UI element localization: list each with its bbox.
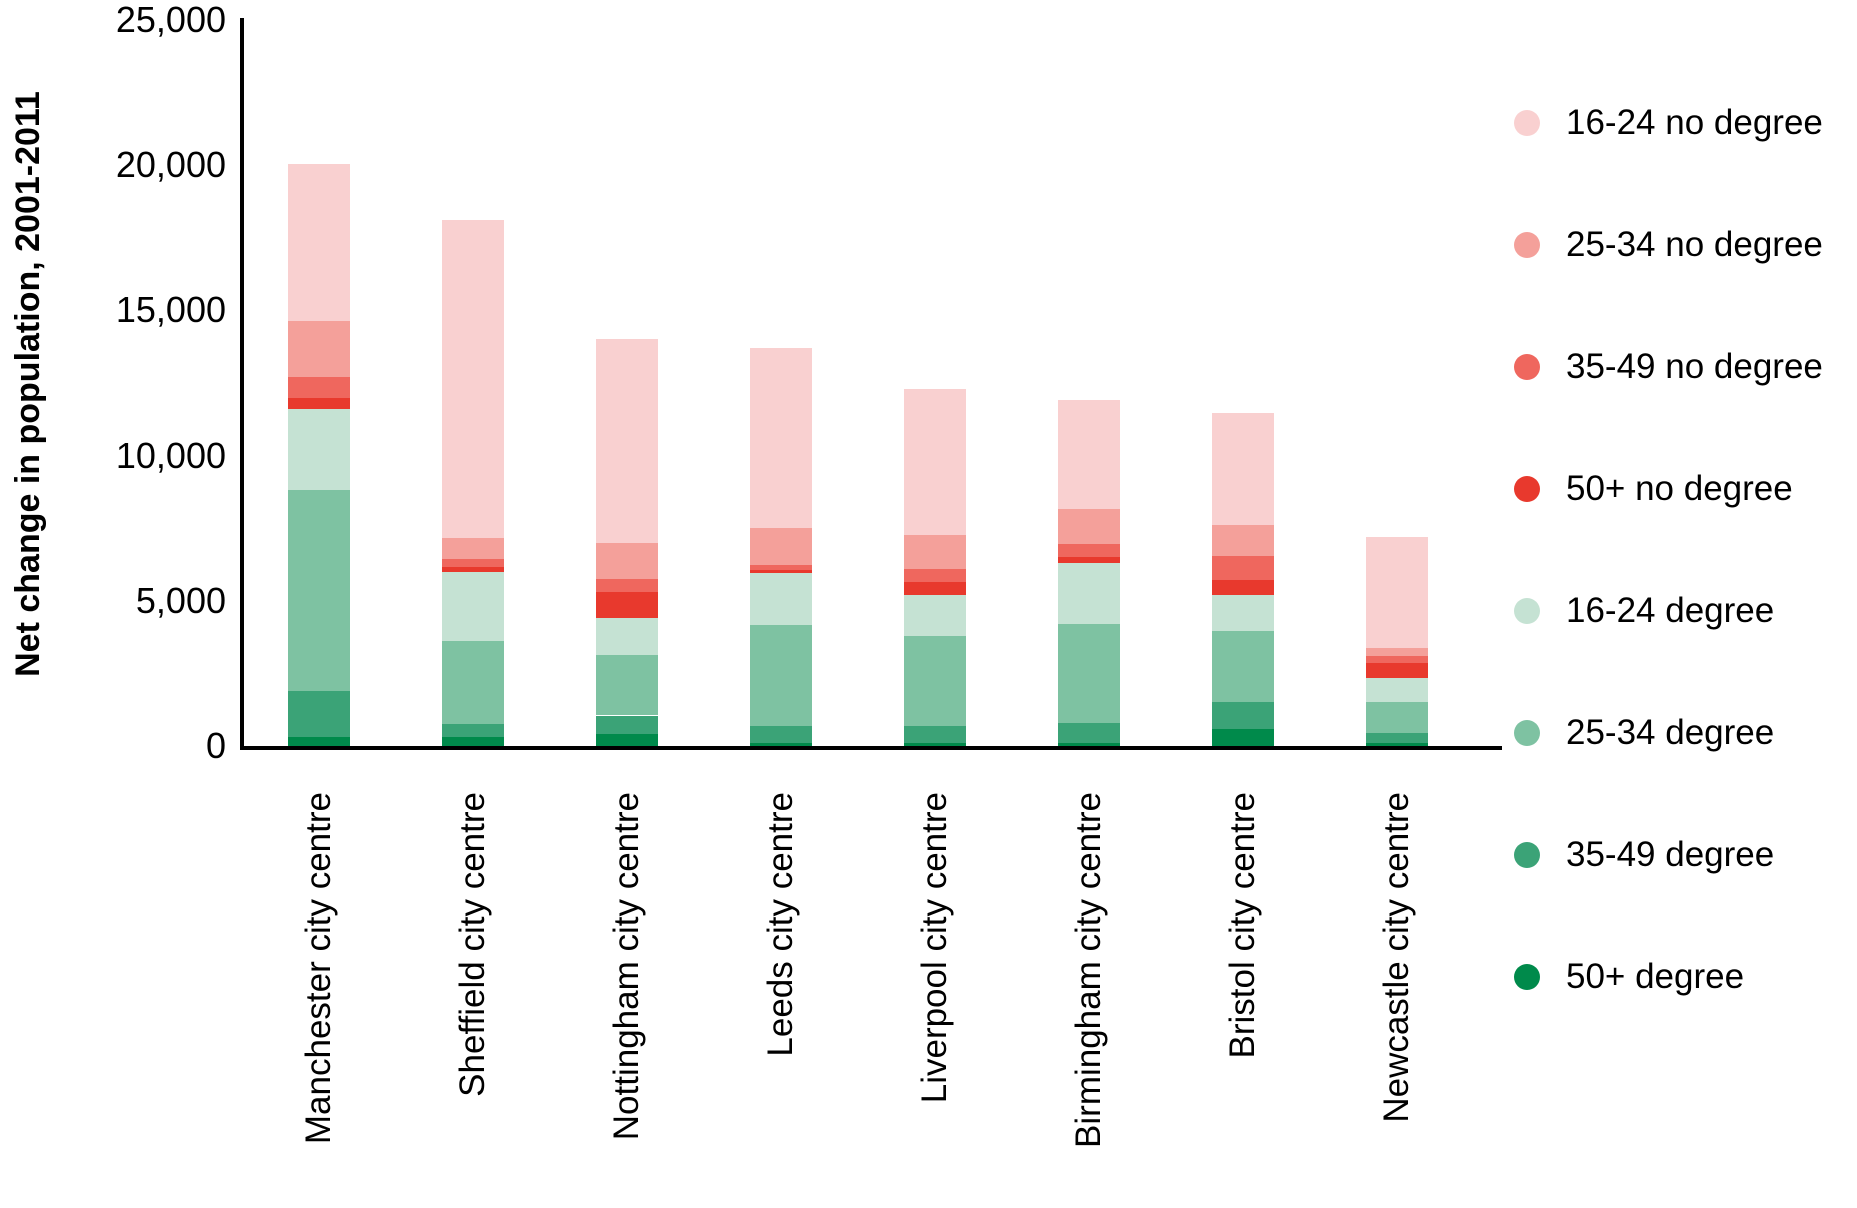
bar-segment-50+-degree [1212, 728, 1274, 746]
bar-segment-16-24-no-degree [596, 339, 658, 544]
bar-segment-50+-degree [596, 734, 658, 746]
bar-segment-16-24-degree [442, 571, 504, 642]
bar-segment-35-49-no-degree [442, 558, 504, 567]
bar-segment-16-24-no-degree [1212, 413, 1274, 526]
bar-segment-16-24-degree [904, 594, 966, 636]
bar-segment-25-34-no-degree [1058, 509, 1120, 545]
legend-label-35-49-no-degree: 35-49 no degree [1566, 347, 1823, 386]
x-category-label: Manchester city centre [299, 792, 338, 1145]
legend-dot-50+-degree [1514, 964, 1540, 990]
bar-segment-35-49-no-degree [1058, 544, 1120, 558]
bar-segment-50+-no-degree [1366, 663, 1428, 678]
bar-segment-16-24-no-degree [1058, 400, 1120, 510]
bar-segment-25-34-degree [1366, 702, 1428, 733]
bar-segment-35-49-degree [904, 725, 966, 744]
bar-segment-50+-no-degree [904, 581, 966, 595]
bar-segment-35-49-no-degree [596, 578, 658, 593]
bar-segment-35-49-degree [1058, 722, 1120, 744]
bar-segment-16-24-no-degree [904, 388, 966, 535]
bar-segment-50+-no-degree [1058, 557, 1120, 564]
bar-segment-25-34-degree [596, 654, 658, 716]
bar-segment-50+-no-degree [288, 397, 350, 410]
bar-segment-50+-no-degree [596, 592, 658, 618]
legend-label-25-34-no-degree: 25-34 no degree [1566, 225, 1823, 264]
y-axis-title: Net change in population, 2001-2011 [9, 91, 47, 677]
bar-segment-35-49-no-degree [1212, 555, 1274, 581]
y-tick-label: 0 [205, 725, 226, 766]
bar-segment-25-34-degree [1058, 624, 1120, 723]
bar-segment-35-49-no-degree [904, 568, 966, 582]
y-tick-label: 20,000 [115, 144, 226, 186]
bar-segment-50+-no-degree [442, 566, 504, 572]
bar-segment-16-24-degree [1366, 677, 1428, 703]
y-tick-label: 5,000 [135, 579, 226, 621]
legend-label-25-34-degree: 25-34 degree [1566, 713, 1775, 752]
bar-segment-16-24-no-degree [1366, 537, 1428, 648]
bar-segment-25-34-no-degree [904, 534, 966, 569]
bar-segment-35-49-degree [1366, 732, 1428, 744]
legend-label-16-24-degree: 16-24 degree [1566, 591, 1775, 630]
legend-label-16-24-no-degree: 16-24 no degree [1566, 103, 1823, 142]
bar-segment-25-34-degree [442, 641, 504, 725]
bar-segment-16-24-no-degree [288, 163, 350, 321]
bar-segment-35-49-no-degree [288, 377, 350, 398]
legend-label-35-49-degree: 35-49 degree [1566, 835, 1775, 874]
bar-segment-50+-degree [288, 737, 350, 746]
y-tick-label: 10,000 [115, 434, 226, 476]
x-category-label: Bristol city centre [1223, 792, 1262, 1059]
bar-segment-16-24-degree [288, 409, 350, 491]
bar-segment-25-34-no-degree [1366, 647, 1428, 656]
bar-segment-50+-degree [1058, 743, 1120, 746]
bar-segment-35-49-degree [750, 725, 812, 744]
bar-segment-35-49-degree [288, 690, 350, 738]
bar-segment-35-49-degree [442, 724, 504, 738]
legend-label-50+-no-degree: 50+ no degree [1566, 469, 1793, 508]
bar-segment-50+-no-degree [750, 570, 812, 574]
bar-segment-25-34-no-degree [288, 320, 350, 378]
bar-segment-35-49-degree [1212, 702, 1274, 729]
bar-segment-35-49-degree [596, 715, 658, 735]
bar-segment-25-34-degree [288, 490, 350, 691]
bar-segment-25-34-no-degree [442, 537, 504, 559]
bar-segment-25-34-degree [750, 625, 812, 726]
bar-segment-50+-no-degree [1212, 580, 1274, 595]
bar-segment-25-34-degree [904, 635, 966, 726]
bar-segment-16-24-degree [1212, 594, 1274, 632]
bar-segment-16-24-no-degree [750, 348, 812, 528]
bar-segment-25-34-no-degree [750, 527, 812, 566]
x-category-label: Sheffield city centre [453, 792, 492, 1097]
x-category-label: Leeds city centre [761, 792, 800, 1057]
bar-segment-16-24-degree [750, 573, 812, 626]
x-axis-line [240, 746, 1502, 750]
y-tick-label: 25,000 [115, 0, 226, 40]
bar-segment-25-34-no-degree [596, 543, 658, 579]
bar-segment-50+-degree [750, 743, 812, 746]
bar-segment-16-24-degree [596, 617, 658, 655]
bar-segment-50+-degree [1366, 743, 1428, 746]
bar-segment-25-34-no-degree [1212, 525, 1274, 556]
bar-segment-35-49-no-degree [1366, 655, 1428, 664]
legend-label-50+-degree: 50+ degree [1566, 957, 1745, 996]
y-axis-line [240, 18, 244, 750]
legend-dot-25-34-degree [1514, 720, 1540, 746]
x-category-label: Liverpool city centre [915, 792, 954, 1104]
legend-dot-50+-no-degree [1514, 476, 1540, 502]
y-tick-label: 15,000 [115, 289, 226, 331]
bar-segment-16-24-no-degree [442, 219, 504, 538]
legend-dot-35-49-no-degree [1514, 354, 1540, 380]
x-category-label: Newcastle city centre [1377, 792, 1416, 1123]
legend-dot-16-24-degree [1514, 598, 1540, 624]
bar-segment-50+-degree [442, 737, 504, 746]
bar-segment-16-24-degree [1058, 563, 1120, 625]
legend-dot-25-34-no-degree [1514, 232, 1540, 258]
x-category-label: Birmingham city centre [1069, 792, 1108, 1148]
bar-segment-35-49-no-degree [750, 565, 812, 571]
bar-segment-25-34-degree [1212, 631, 1274, 703]
legend-dot-16-24-no-degree [1514, 110, 1540, 136]
x-category-label: Nottingham city centre [607, 792, 646, 1141]
bar-segment-50+-degree [904, 743, 966, 746]
legend-dot-35-49-degree [1514, 842, 1540, 868]
